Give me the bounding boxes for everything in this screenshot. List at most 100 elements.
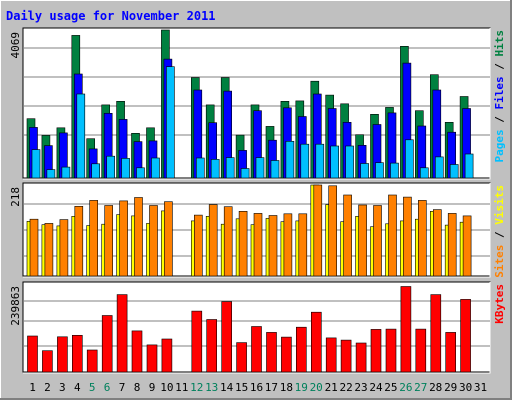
x-tick-day-22: 22 <box>339 381 352 394</box>
x-tick-day-13: 13 <box>205 381 218 394</box>
x-tick-day-5: 5 <box>89 381 96 394</box>
x-tick-day-29: 29 <box>444 381 457 394</box>
kbytes-bar-day-20 <box>310 311 322 373</box>
pages-bar-day-29 <box>449 164 459 179</box>
x-tick-day-10: 10 <box>160 381 173 394</box>
sites-bar-day-13 <box>208 204 218 277</box>
sites-bar-day-25 <box>388 194 397 277</box>
kbytes-bar-day-22 <box>340 339 352 373</box>
pages-bar-day-19 <box>300 143 310 179</box>
x-tick-day-31: 31 <box>474 381 487 394</box>
legend-kbytes: KBytes <box>493 284 506 324</box>
sites-bar-day-15 <box>238 211 248 277</box>
x-tick-day-25: 25 <box>384 381 397 394</box>
sites-bar-day-30 <box>462 215 472 277</box>
sites-bar-day-10 <box>164 201 173 277</box>
kbytes-bar-day-26 <box>400 286 412 373</box>
sites-bar-day-3 <box>59 219 69 277</box>
x-tick-day-14: 14 <box>220 381 234 394</box>
pages-bar-day-14 <box>225 157 235 179</box>
chart-panels: 4069 Pages / Files / Hits 218 Sites / Visit… <box>9 27 506 374</box>
sites-bar-day-12 <box>194 214 203 277</box>
x-tick-day-1: 1 <box>29 381 36 394</box>
chart-title: Daily usage for November 2011 <box>6 9 216 23</box>
kbytes-bar-day-23 <box>355 342 367 373</box>
hits-files-pages-ymax-label: 4069 <box>9 32 22 59</box>
pages-bar-day-10 <box>166 66 175 179</box>
sites-bar-day-24 <box>373 205 382 277</box>
x-tick-day-8: 8 <box>134 381 141 394</box>
kbytes-bar-day-27 <box>415 328 427 373</box>
pages-bar-day-6 <box>106 155 115 179</box>
x-tick-day-18: 18 <box>280 381 293 394</box>
pages-bar-day-26 <box>405 139 414 179</box>
pages-bar-day-16 <box>255 157 265 179</box>
x-tick-day-21: 21 <box>325 381 338 394</box>
x-tick-day-26: 26 <box>399 381 412 394</box>
x-tick-day-4: 4 <box>74 381 81 394</box>
kbytes-bar-day-4 <box>72 334 83 373</box>
kbytes-bar-day-24 <box>370 329 382 373</box>
x-tick-day-24: 24 <box>369 381 383 394</box>
x-tick-day-30: 30 <box>459 381 472 394</box>
kbytes-bar-day-1 <box>27 335 38 373</box>
legend-pages: Pages <box>493 129 506 162</box>
visits-sites-panel: 218 Sites / Visits <box>9 182 506 278</box>
pages-bar-day-17 <box>270 160 280 179</box>
kbytes-bar-day-2 <box>42 350 53 373</box>
sites-bar-day-6 <box>104 205 113 277</box>
x-tick-day-2: 2 <box>44 381 51 394</box>
visits-sites-bevel <box>23 183 491 278</box>
kbytes-bar-day-13 <box>206 319 217 373</box>
pages-bar-day-24 <box>375 162 384 179</box>
hits-files-pages-legend: Pages / Files / Hits <box>493 30 506 163</box>
kbytes-bar-day-29 <box>445 332 457 373</box>
pages-bar-day-8 <box>136 167 145 179</box>
sites-bar-day-21 <box>328 185 338 277</box>
kbytes-legend: KBytes <box>493 284 506 324</box>
x-tick-day-17: 17 <box>265 381 278 394</box>
sites-bar-day-9 <box>149 205 158 277</box>
pages-bar-day-3 <box>61 166 71 179</box>
x-tick-day-20: 20 <box>310 381 323 394</box>
sites-bar-day-16 <box>253 213 263 277</box>
pages-bar-day-1 <box>31 149 41 179</box>
pages-bar-day-9 <box>151 157 160 179</box>
kbytes-bar-day-25 <box>385 328 397 373</box>
x-tick-day-16: 16 <box>250 381 263 394</box>
kbytes-ymax-label: 239863 <box>9 286 22 326</box>
kbytes-bar-day-28 <box>430 294 442 373</box>
x-tick-day-11: 11 <box>175 381 188 394</box>
legend-files: Files <box>493 76 506 109</box>
pages-bar-day-2 <box>46 169 56 179</box>
visits-sites-ymax-label: 218 <box>9 187 22 207</box>
kbytes-panel: 239863 KBytes <box>9 281 506 374</box>
kbytes-bar-day-30 <box>460 299 471 373</box>
hits-files-pages-bevel <box>23 28 491 180</box>
legend-separator: / <box>493 110 506 130</box>
x-tick-day-9: 9 <box>149 381 156 394</box>
sites-bar-day-22 <box>343 194 352 277</box>
sites-bar-day-17 <box>268 215 278 277</box>
legend-separator: / <box>493 225 506 245</box>
pages-bar-day-27 <box>419 167 429 179</box>
pages-bar-day-15 <box>240 168 250 179</box>
pages-bar-day-13 <box>210 159 220 179</box>
kbytes-bar-day-17 <box>266 332 277 373</box>
x-tick-day-12: 12 <box>190 381 203 394</box>
pages-bar-day-18 <box>285 141 295 179</box>
pages-bar-day-12 <box>196 157 205 179</box>
pages-bar-day-22 <box>345 145 354 179</box>
legend-separator: / <box>493 57 506 77</box>
sites-bar-day-4 <box>74 206 84 277</box>
pages-bar-day-28 <box>434 156 444 179</box>
sites-bar-day-20 <box>313 184 323 277</box>
x-tick-day-7: 7 <box>119 381 126 394</box>
kbytes-bar-day-7 <box>116 294 128 373</box>
x-tick-day-15: 15 <box>235 381 248 394</box>
x-tick-day-19: 19 <box>295 381 308 394</box>
sites-bar-day-14 <box>223 206 233 277</box>
kbytes-bevel <box>23 282 491 374</box>
